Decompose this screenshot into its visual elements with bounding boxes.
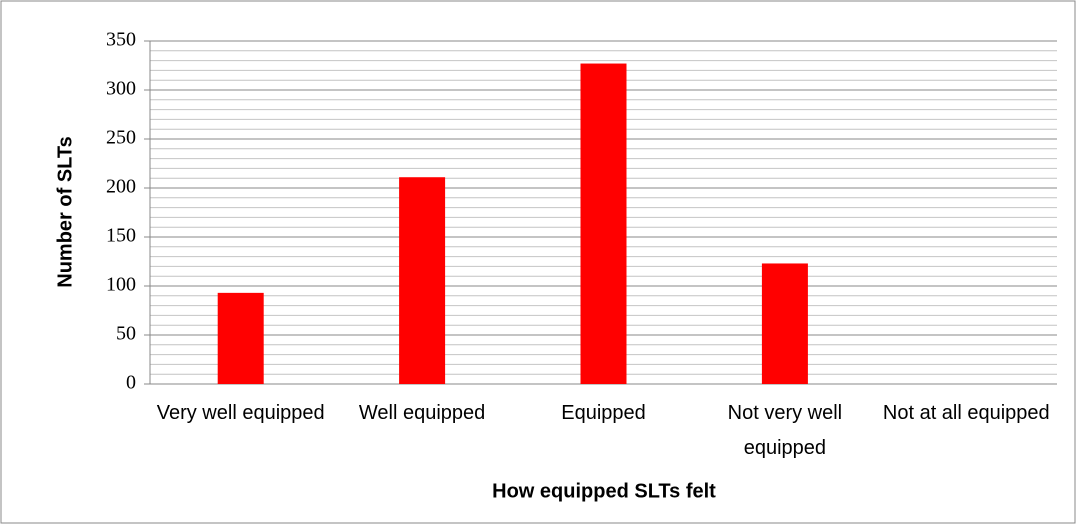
y-tick-label: 0 xyxy=(126,372,136,394)
y-tick-label: 150 xyxy=(106,225,136,247)
bar xyxy=(399,177,446,384)
bar xyxy=(761,263,808,384)
x-tick-label: Equipped xyxy=(561,402,646,424)
bar xyxy=(217,292,264,384)
x-tick-label: Well equipped xyxy=(358,402,486,424)
x-tick-label: Not at all equipped xyxy=(882,402,1050,424)
y-tick-label: 200 xyxy=(106,176,136,198)
y-tick-label: 300 xyxy=(106,78,136,100)
y-axis-title: Number of SLTs xyxy=(54,136,76,287)
y-tick-label: 100 xyxy=(106,274,136,296)
x-tick-label: Very well equipped xyxy=(156,402,325,424)
bar xyxy=(580,63,627,384)
y-tick-label: 250 xyxy=(106,127,136,149)
x-tick-label: Not very well equipped xyxy=(727,402,843,459)
y-tick-label: 350 xyxy=(106,29,136,51)
x-axis-title: How equipped SLTs felt xyxy=(492,480,716,502)
y-tick-label: 50 xyxy=(116,323,136,345)
